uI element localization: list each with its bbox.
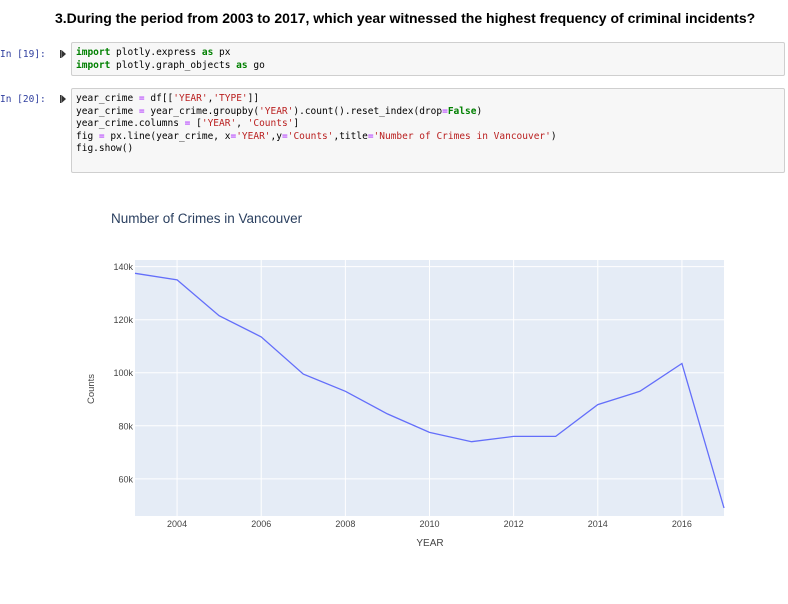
code-token: = [367, 130, 374, 142]
code-token: = [442, 105, 448, 117]
code-line: fig.show() [76, 143, 780, 156]
run-cell-icon[interactable] [60, 95, 66, 103]
plotly-chart-output[interactable]: Number of Crimes in Vancouver 60k 80k 100k… [0, 190, 788, 599]
code-token: import [76, 47, 111, 58]
code-token: [ [190, 118, 202, 129]
y-tick-label: 140k [113, 262, 133, 272]
data-point[interactable] [174, 277, 180, 283]
code-token: = [184, 118, 191, 129]
line-chart[interactable]: Number of Crimes in Vancouver 60k 80k 100k… [0, 190, 788, 599]
data-point[interactable] [384, 411, 390, 417]
data-point[interactable] [342, 388, 348, 394]
data-point[interactable] [637, 388, 643, 394]
code-token: , [207, 93, 214, 104]
code-token: = [281, 130, 288, 142]
code-token: import [76, 59, 111, 71]
x-tick-label: 2008 [335, 519, 355, 529]
code-token: year_crime.columns [76, 118, 185, 129]
code-token: False [447, 105, 477, 117]
series-line-counts[interactable] [134, 272, 725, 509]
y-tick-label: 100k [113, 368, 133, 378]
code-token: = [138, 105, 145, 117]
data-point[interactable] [258, 334, 264, 340]
code-token: = [230, 130, 237, 142]
x-tick-label: 2012 [504, 519, 524, 529]
chart-title: Number of Crimes in Vancouver [111, 211, 303, 226]
y-axis-title: Counts [86, 374, 97, 404]
y-tick-label: 80k [118, 421, 133, 431]
data-point[interactable] [511, 433, 517, 439]
code-token: 'YEAR' [236, 130, 271, 142]
y-tick-label: 120k [113, 315, 133, 325]
code-line: fig = px.line(year_crime, x='YEAR',y='Co… [76, 131, 780, 144]
code-token: ) [476, 105, 483, 117]
code-token: 'YEAR' [173, 93, 208, 104]
code-token: ]] [247, 93, 260, 104]
x-tick-label: 2004 [167, 519, 187, 529]
data-point[interactable] [595, 402, 601, 408]
code-line: year_crime = year_crime.groupby('YEAR').… [76, 106, 780, 119]
code-token: 'YEAR' [259, 105, 294, 117]
data-point[interactable] [553, 433, 559, 439]
code-token: plotly.express [110, 47, 202, 58]
code-token: ,y [270, 130, 282, 142]
code-token: year_crime [76, 105, 139, 117]
x-tick-label: 2014 [588, 519, 608, 529]
code-token: go [247, 59, 265, 71]
code-cell-imports[interactable]: import plotly.express as px import plotly… [71, 42, 785, 76]
code-cell-plot[interactable]: year_crime = df[['YEAR','TYPE']] year_cri… [71, 88, 785, 173]
data-point[interactable] [300, 371, 306, 377]
code-token: ,title [333, 130, 368, 142]
data-point[interactable] [132, 270, 138, 276]
code-token: px [213, 47, 231, 58]
question-heading: 3.During the period from 2003 to 2017, w… [55, 10, 756, 26]
code-token: 'TYPE' [213, 93, 248, 104]
code-line: import plotly.graph_objects as go [76, 60, 780, 73]
code-token: 'Counts' [287, 130, 334, 142]
code-line: import plotly.express as px [76, 47, 780, 60]
code-token: fig [76, 130, 99, 142]
code-line: year_crime = df[['YEAR','TYPE']] [76, 93, 780, 106]
code-line: year_crime.columns = ['YEAR', 'Counts'] [76, 118, 780, 131]
data-point[interactable] [216, 313, 222, 319]
code-token: as [236, 59, 248, 71]
code-token: px.line(year_crime, x [104, 130, 231, 142]
code-token: 'Counts' [247, 118, 294, 129]
code-token: 'Number of Crimes in Vancouver' [373, 130, 551, 142]
x-tick-label: 2010 [419, 519, 439, 529]
code-token: fig.show() [76, 143, 134, 154]
code-token: = [138, 93, 145, 104]
code-token: year_crime.groupby( [144, 105, 260, 117]
code-token: year_crime [76, 93, 139, 104]
cell-prompt-19: In [19]: [0, 49, 46, 60]
code-token: df[[ [144, 93, 174, 104]
cell-prompt-20: In [20]: [0, 94, 46, 105]
code-token: ] [293, 118, 300, 129]
run-cell-icon[interactable] [60, 50, 66, 58]
x-axis-ticks: 2004 2006 2008 2010 2012 2014 2016 [167, 519, 692, 529]
data-point[interactable] [679, 360, 685, 366]
y-axis-ticks: 60k 80k 100k 120k 140k [113, 262, 133, 484]
x-axis-title: YEAR [416, 538, 443, 549]
x-tick-label: 2006 [251, 519, 271, 529]
data-point[interactable] [721, 505, 727, 511]
code-token: ) [550, 130, 557, 142]
y-tick-label: 60k [118, 474, 133, 484]
code-token: , [236, 118, 248, 129]
data-point[interactable] [427, 429, 433, 435]
code-token: plotly.graph_objects [110, 59, 237, 71]
code-token: 'YEAR' [201, 118, 237, 129]
code-token: = [98, 130, 105, 142]
code-token: as [201, 47, 214, 58]
code-token: ).count().reset_index(drop [293, 105, 443, 117]
data-point[interactable] [469, 439, 475, 445]
x-tick-label: 2016 [672, 519, 692, 529]
grid-lines [135, 260, 724, 516]
